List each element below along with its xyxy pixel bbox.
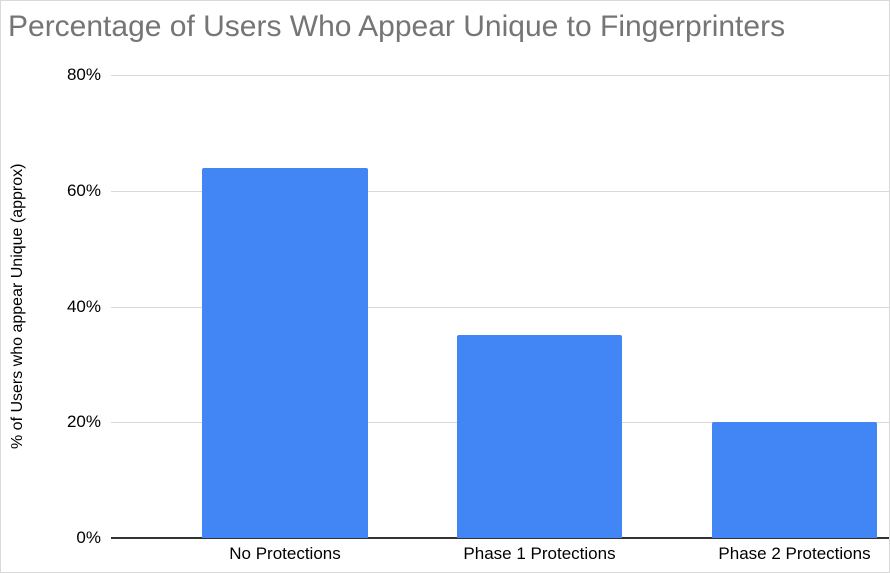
x-category-label-no-protections: No Protections	[229, 544, 341, 563]
gridline-80%	[111, 75, 889, 76]
gridline-60%	[111, 190, 889, 192]
y-tick-label-20%: 20%	[66, 412, 101, 432]
bar-phase-1-protections	[457, 335, 622, 538]
y-tick-label-40%: 40%	[66, 296, 101, 316]
x-axis-line	[111, 537, 889, 539]
y-tick-label-80%: 80%	[66, 65, 101, 84]
chart-title: Percentage of Users Who Appear Unique to…	[8, 10, 786, 43]
plot-area	[111, 75, 889, 539]
gridline-40%	[111, 306, 889, 308]
y-tick-label-0%: 0%	[76, 528, 101, 547]
x-category-label-phase-1-protections: Phase 1 Protections	[463, 544, 616, 563]
x-category-label-phase-2-protections: Phase 2 Protections	[718, 544, 871, 563]
bar-phase-2-protections	[712, 422, 877, 538]
bar-no-protections	[202, 167, 368, 538]
y-tick-label-60%: 60%	[66, 180, 101, 200]
